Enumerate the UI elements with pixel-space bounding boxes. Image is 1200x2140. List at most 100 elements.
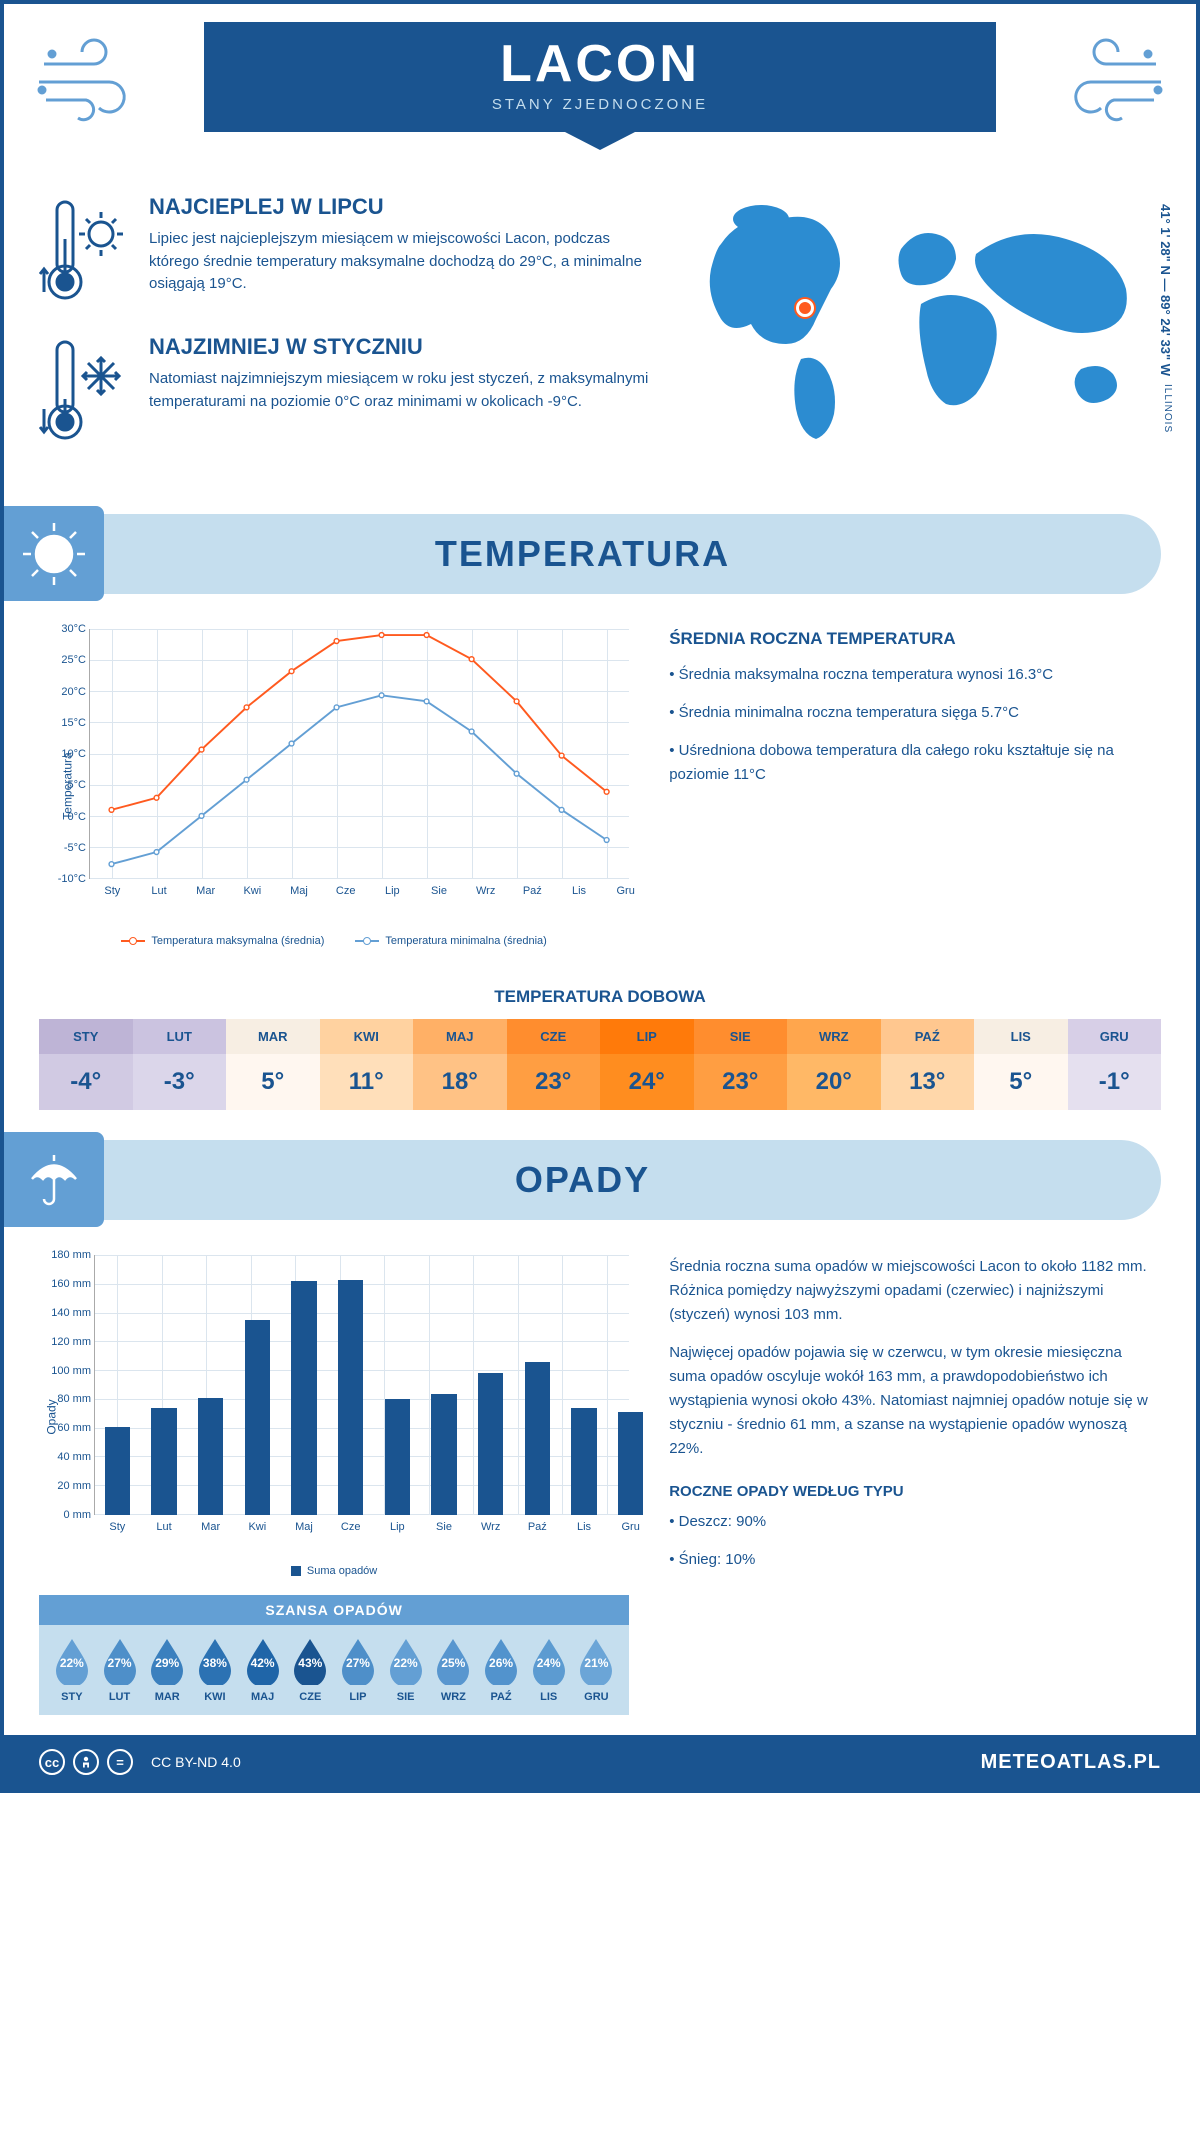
drop-icon: 27%: [338, 1637, 378, 1685]
drop-icon: 21%: [576, 1637, 616, 1685]
summary-point: • Średnia maksymalna roczna temperatura …: [669, 663, 1161, 687]
page: LACON STANY ZJEDNOCZONE NAJCIE: [0, 0, 1200, 1793]
daily-temp-cell: WRZ20°: [787, 1019, 881, 1110]
x-tick: Lis: [577, 1521, 591, 1533]
license-text: CC BY-ND 4.0: [151, 1754, 241, 1770]
daily-temp-cell: CZE23°: [507, 1019, 601, 1110]
chance-month-label: LUT: [99, 1691, 141, 1703]
chance-month-label: LIS: [528, 1691, 570, 1703]
sun-icon: [4, 506, 104, 601]
state-label: ILLINOIS: [1162, 384, 1173, 433]
chance-cell: 43%CZE: [289, 1637, 331, 1703]
chance-cell: 27% LUT: [99, 1637, 141, 1703]
legend-sum-label: Suma opadów: [307, 1565, 377, 1577]
precip-bar: [618, 1412, 644, 1515]
chance-cell: 26%PAŹ: [480, 1637, 522, 1703]
daily-temp-value: 24°: [600, 1054, 694, 1110]
x-tick: Sie: [436, 1521, 452, 1533]
y-tick: 140 mm: [51, 1307, 91, 1319]
precip-paragraph: Średnia roczna suma opadów w miejscowośc…: [669, 1255, 1161, 1327]
x-tick: Lut: [156, 1521, 171, 1533]
country-subtitle: STANY ZJEDNOCZONE: [204, 96, 996, 113]
chance-value: 26%: [481, 1656, 521, 1670]
precipitation-content: Opady 0 mm20 mm40 mm60 mm80 mm100 mm120 …: [4, 1245, 1196, 1735]
daily-temp-cell: LIS5°: [974, 1019, 1068, 1110]
footer: cc = CC BY-ND 4.0 METEOATLAS.PL: [4, 1735, 1196, 1789]
warmest-heading: NAJCIEPLEJ W LIPCU: [149, 194, 651, 220]
brand: METEOATLAS.PL: [981, 1751, 1161, 1774]
y-tick: 30°C: [51, 623, 86, 635]
daily-temp-value: 5°: [226, 1054, 320, 1110]
precip-bar: [105, 1427, 131, 1515]
y-tick: 80 mm: [51, 1393, 91, 1405]
summary-point: • Uśredniona dobowa temperatura dla całe…: [669, 739, 1161, 787]
chance-cell: 22%SIE: [385, 1637, 427, 1703]
temperature-legend: .leg-swatch[style*="ff5a1f"]::after{bord…: [39, 933, 629, 947]
chance-value: 24%: [529, 1656, 569, 1670]
chance-month-label: STY: [51, 1691, 93, 1703]
type-rain: • Deszcz: 90%: [669, 1510, 1161, 1534]
precip-paragraph: Najwięcej opadów pojawia się w czerwcu, …: [669, 1341, 1161, 1461]
wind-icon: [1046, 34, 1166, 129]
precipitation-section-header: OPADY: [4, 1140, 1161, 1220]
coldest-text: Natomiast najzimniejszym miesiącem w rok…: [149, 368, 651, 413]
chance-cell: 22%STY: [51, 1637, 93, 1703]
chance-month-label: CZE: [289, 1691, 331, 1703]
drop-icon: 26%: [481, 1637, 521, 1685]
y-tick: 40 mm: [51, 1451, 91, 1463]
chance-month-label: GRU: [576, 1691, 618, 1703]
y-tick: 15°C: [51, 717, 86, 729]
x-tick: Lip: [390, 1521, 405, 1533]
map-pin-icon: [796, 299, 814, 317]
precipitation-legend: Suma opadów: [39, 1565, 629, 1577]
x-tick: Paź: [528, 1521, 547, 1533]
daily-temp-cell: MAR5°: [226, 1019, 320, 1110]
daily-temp-cell: GRU-1°: [1068, 1019, 1162, 1110]
cc-icon: cc: [39, 1749, 65, 1775]
x-tick: Cze: [336, 885, 356, 897]
chance-value: 21%: [576, 1656, 616, 1670]
precip-bar: [291, 1281, 317, 1515]
daily-temp-value: -4°: [39, 1054, 133, 1110]
chance-value: 27%: [100, 1656, 140, 1670]
warmest-block: NAJCIEPLEJ W LIPCU Lipiec jest najcieple…: [39, 194, 651, 309]
drop-icon: 22%: [386, 1637, 426, 1685]
chance-cell: 21% GRU: [576, 1637, 618, 1703]
daily-month-label: LUT: [133, 1019, 227, 1054]
daily-month-label: MAR: [226, 1019, 320, 1054]
chance-cell: 29%MAR: [146, 1637, 188, 1703]
wind-icon: [34, 34, 154, 129]
daily-month-label: SIE: [694, 1019, 788, 1054]
x-tick: Lip: [385, 885, 400, 897]
header: LACON STANY ZJEDNOCZONE: [4, 4, 1196, 174]
precip-bar: [385, 1399, 411, 1515]
chance-title: SZANSA OPADÓW: [39, 1595, 629, 1625]
legend-max-label: Temperatura maksymalna (średnia): [151, 935, 324, 947]
chance-cell: 42%MAJ: [242, 1637, 284, 1703]
y-tick: 120 mm: [51, 1336, 91, 1348]
drop-icon: 42%: [243, 1637, 283, 1685]
daily-month-label: LIS: [974, 1019, 1068, 1054]
precipitation-title: OPADY: [4, 1159, 1161, 1201]
chance-value: 29%: [147, 1656, 187, 1670]
daily-temp-value: -1°: [1068, 1054, 1162, 1110]
chance-month-label: WRZ: [433, 1691, 475, 1703]
precipitation-bar-chart: Opady 0 mm20 mm40 mm60 mm80 mm100 mm120 …: [39, 1255, 629, 1565]
nd-icon: =: [107, 1749, 133, 1775]
legend-min-label: Temperatura minimalna (średnia): [385, 935, 546, 947]
x-tick: Cze: [341, 1521, 361, 1533]
daily-temp-cell: LIP24°: [600, 1019, 694, 1110]
precipitation-chart-column: Opady 0 mm20 mm40 mm60 mm80 mm100 mm120 …: [39, 1255, 629, 1715]
daily-temp-cell: STY-4°: [39, 1019, 133, 1110]
x-tick: Sie: [431, 885, 447, 897]
daily-temp-cell: MAJ18°: [413, 1019, 507, 1110]
summary-point: • Średnia minimalna roczna temperatura s…: [669, 701, 1161, 725]
header-banner: LACON STANY ZJEDNOCZONE: [204, 22, 996, 132]
by-icon: [73, 1749, 99, 1775]
drop-icon: 29%: [147, 1637, 187, 1685]
daily-month-label: KWI: [320, 1019, 414, 1054]
temperature-section-header: TEMPERATURA: [4, 514, 1161, 594]
y-tick: 20°C: [51, 686, 86, 698]
x-tick: Maj: [295, 1521, 313, 1533]
daily-temp-title: TEMPERATURA DOBOWA: [4, 987, 1196, 1007]
